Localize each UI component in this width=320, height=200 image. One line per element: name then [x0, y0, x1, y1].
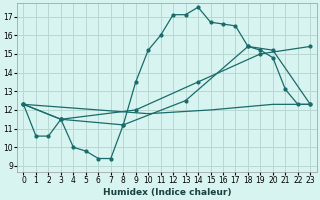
X-axis label: Humidex (Indice chaleur): Humidex (Indice chaleur): [103, 188, 231, 197]
